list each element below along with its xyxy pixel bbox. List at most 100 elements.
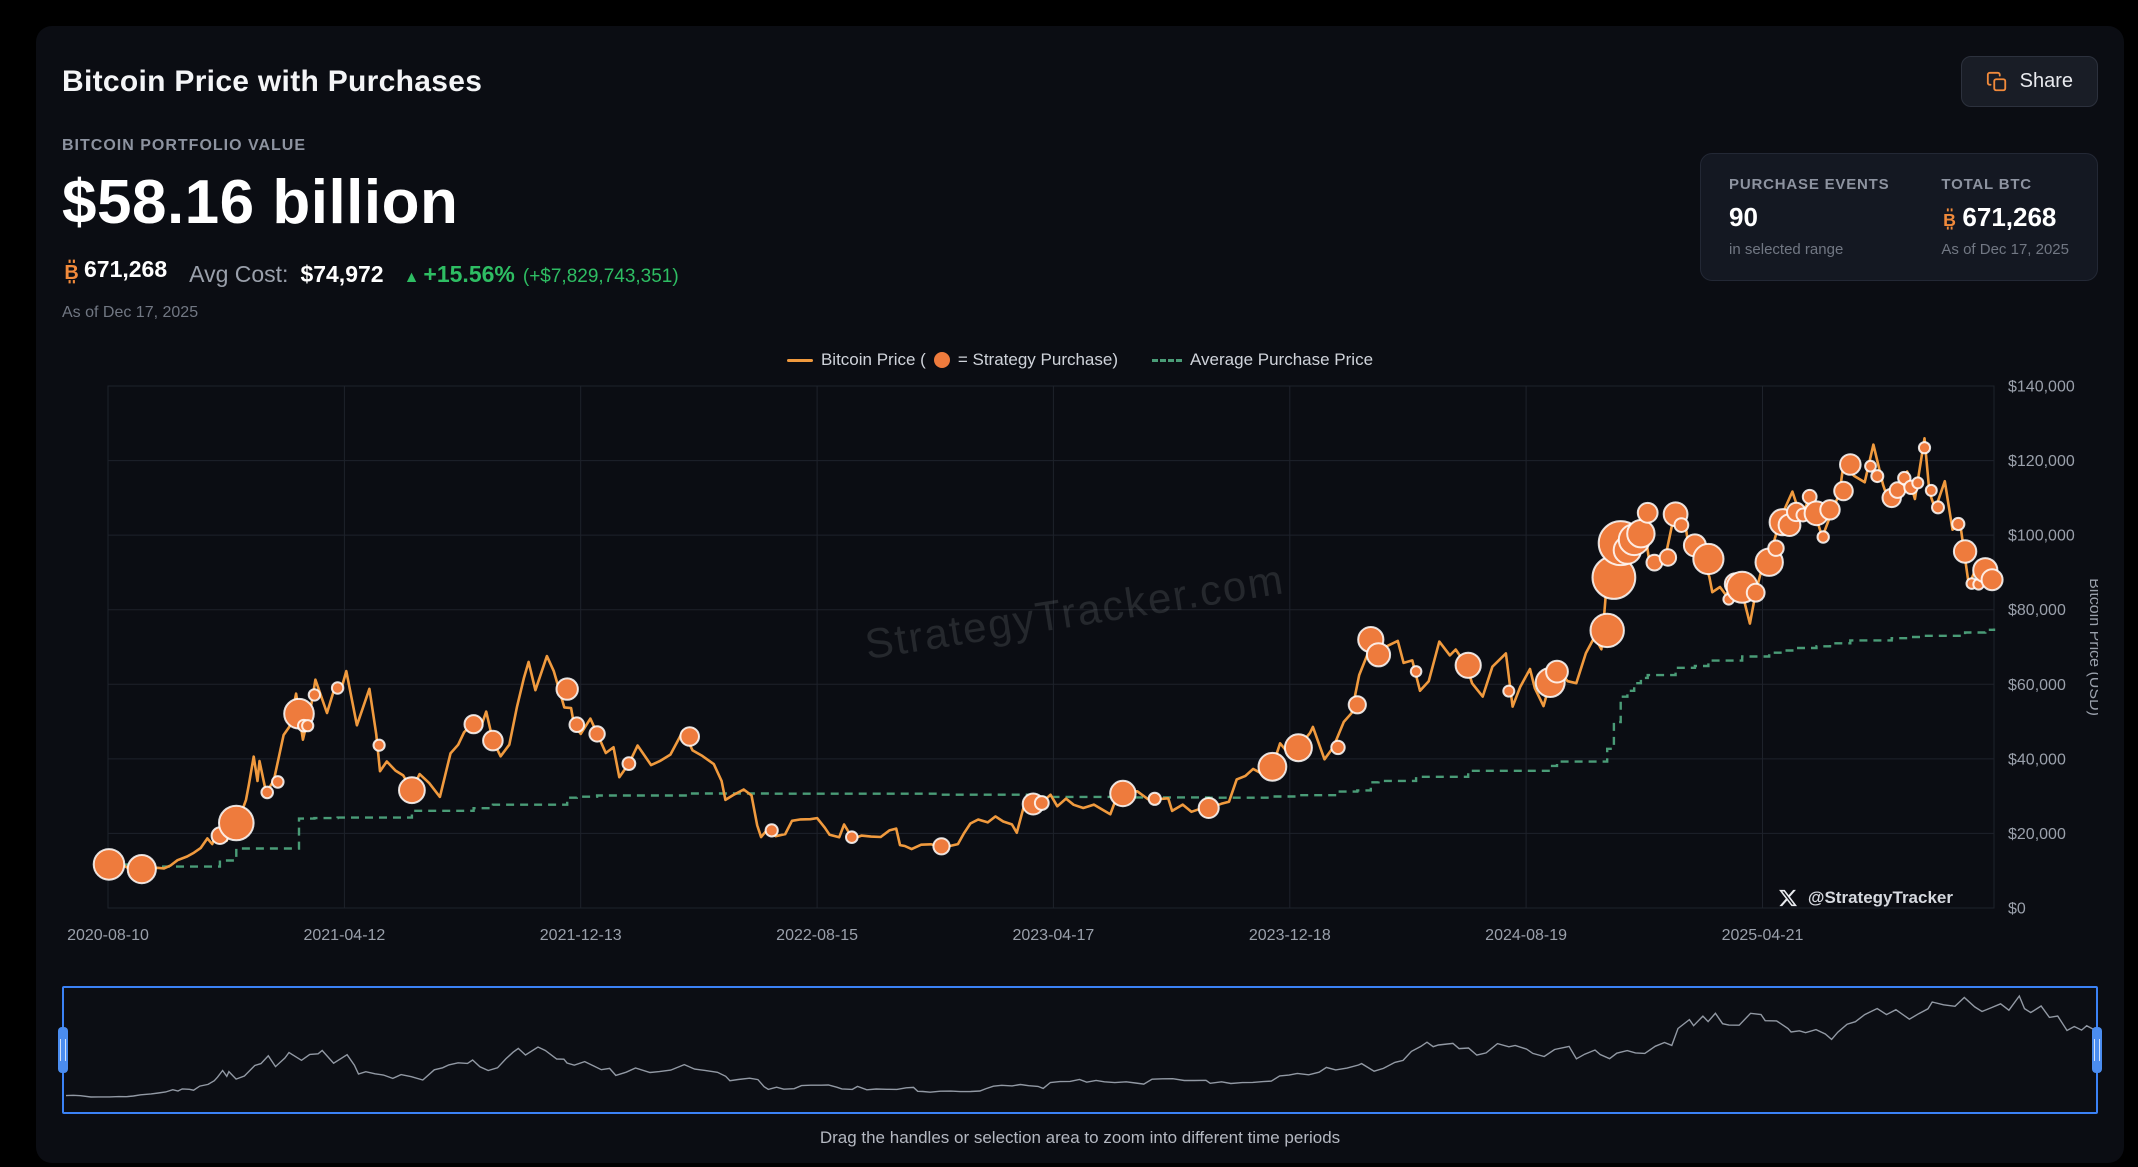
purchase-bubble[interactable] <box>126 854 157 885</box>
copy-icon <box>1986 71 2006 91</box>
change-absolute: (+$7,829,743,351) <box>522 266 679 287</box>
price-line-swatch <box>786 358 813 362</box>
btc-holdings-amount: 671,268 <box>84 256 168 282</box>
legend-bitcoin-price[interactable]: Bitcoin Price ( = Strategy Purchase) <box>786 350 1119 370</box>
purchase-bubble[interactable] <box>92 848 126 881</box>
purchase-bubble[interactable] <box>932 837 951 856</box>
purchase-bubble[interactable] <box>1745 582 1766 603</box>
range-navigator[interactable] <box>58 986 2102 1114</box>
y-axis-tick-label: $80,000 <box>2008 602 2066 619</box>
total-btc-label: TOTAL BTC <box>1941 176 2032 193</box>
x-axis-tick-label: 2021-04-12 <box>303 927 385 944</box>
price-chart-svg[interactable]: $0 $20,000 $40,000 $60,000 $80,000 $100,000 $1… <box>62 376 2098 972</box>
purchase-bubble[interactable] <box>1033 795 1050 811</box>
purchase-bubble[interactable] <box>463 714 484 735</box>
purchase-bubble[interactable] <box>621 756 637 772</box>
purchase-bubble[interactable] <box>1347 695 1367 715</box>
portfolio-value: $58.16 billion <box>62 168 459 237</box>
purchase-bubble[interactable] <box>1545 659 1569 684</box>
page-title: Bitcoin Price with Purchases <box>62 64 483 98</box>
purchase-bubble[interactable] <box>1839 453 1862 476</box>
y-axis-tick-label: $20,000 <box>2008 826 2066 843</box>
x-axis-tick-label: 2021-12-13 <box>540 927 622 944</box>
purchase-bubble[interactable] <box>260 785 274 800</box>
share-button[interactable]: Share <box>1960 56 2098 107</box>
purchase-bubble[interactable] <box>568 716 586 734</box>
legend-price-text-post: = Strategy Purchase) <box>957 350 1119 369</box>
purchase-bubble[interactable] <box>1952 539 1978 564</box>
purchase-bubble[interactable] <box>1257 751 1288 782</box>
legend-price-text-pre: Bitcoin Price ( <box>820 350 926 369</box>
purchase-bubble[interactable] <box>845 830 859 845</box>
change-percent-value: +15.56% <box>423 261 515 287</box>
purchase-bubble[interactable] <box>271 775 285 789</box>
purchase-bubble[interactable] <box>307 688 322 702</box>
share-label: Share <box>2019 70 2073 92</box>
x-axis-tick-label: 2024-08-19 <box>1485 927 1567 944</box>
purchase-bubble[interactable] <box>1917 441 1932 455</box>
as-of-date: As of Dec 17, 2025 <box>62 304 199 321</box>
plot-border <box>107 385 1995 909</box>
x-axis-tick-label: 2023-12-18 <box>1249 927 1331 944</box>
summary-row: BITCOIN PORTFOLIO VALUE $58.16 billion B… <box>62 137 2098 322</box>
avg-cost-label: Avg Cost: <box>189 261 289 287</box>
portfolio-summary: BITCOIN PORTFOLIO VALUE $58.16 billion B… <box>62 137 679 322</box>
purchase-bubble[interactable] <box>1911 476 1925 490</box>
purchase-bubble[interactable] <box>1330 739 1346 756</box>
purchase-bubble[interactable] <box>398 776 426 805</box>
purchase-bubble[interactable] <box>764 823 779 838</box>
purchase-bubble[interactable] <box>1109 779 1137 808</box>
purchase-bubble[interactable] <box>1951 516 1966 532</box>
purchase-bubble[interactable] <box>1626 519 1656 549</box>
legend-avg-text: Average Purchase Price <box>1190 350 1374 369</box>
purchase-bubble[interactable] <box>1197 797 1220 819</box>
purchase-bubble[interactable] <box>1816 530 1830 544</box>
purchase-bubble[interactable] <box>1365 642 1392 668</box>
purchase-bubble[interactable] <box>1980 568 2004 592</box>
purchase-bubble[interactable] <box>555 677 579 701</box>
purchase-bubble[interactable] <box>1864 459 1877 473</box>
purchase-bubble[interactable] <box>1870 469 1885 484</box>
purchase-bubble[interactable] <box>372 738 386 752</box>
purchase-bubble[interactable] <box>1658 548 1678 567</box>
bitcoin-dashboard-card: Bitcoin Price with Purchases Share BITCO… <box>36 26 2124 1163</box>
purchase-bubble[interactable] <box>1819 499 1841 521</box>
purchase-events-sub: in selected range <box>1729 241 1844 258</box>
purchase-bubble[interactable] <box>679 726 701 747</box>
purchase-bubble[interactable] <box>301 719 315 733</box>
purchase-bubble[interactable] <box>1673 517 1690 534</box>
navigator-chart-svg <box>65 994 2095 1098</box>
purchase-bubble[interactable] <box>1409 665 1423 678</box>
purchase-bubble[interactable] <box>330 681 345 695</box>
purchase-bubble[interactable] <box>1147 791 1162 806</box>
purchase-events-stat: PURCHASE EVENTS 90 in selected range <box>1729 176 1889 258</box>
purchase-bubble[interactable] <box>1833 480 1854 502</box>
purchase-bubble[interactable] <box>1589 612 1625 649</box>
purchase-bubble[interactable] <box>1767 539 1785 557</box>
purchase-bubble[interactable] <box>1454 651 1482 679</box>
purchase-bubble[interactable] <box>1502 684 1516 698</box>
purchase-bubble[interactable] <box>588 725 606 743</box>
purchase-bubble[interactable] <box>1636 501 1659 524</box>
y-axis-tick-label: $120,000 <box>2008 453 2075 470</box>
purchase-events-label: PURCHASE EVENTS <box>1729 176 1890 193</box>
attribution: @StrategyTracker <box>1778 888 1953 908</box>
purchase-bubble[interactable] <box>1283 733 1313 763</box>
x-axis-tick-label: 2022-08-15 <box>776 927 858 944</box>
purchase-bubble[interactable] <box>218 804 255 842</box>
navigator-left-handle[interactable] <box>58 1027 68 1073</box>
y-axis-tick-label: $140,000 <box>2008 379 2075 396</box>
portfolio-metrics: B 671,268 Avg Cost: $74,972 ▲ +15.56% (+$… <box>62 256 679 288</box>
purchase-bubble[interactable] <box>1931 500 1945 515</box>
purchase-events-value: 90 <box>1729 202 1758 232</box>
purchase-bubble[interactable] <box>1924 483 1938 497</box>
stats-panel: PURCHASE EVENTS 90 in selected range TOT… <box>1700 153 2098 281</box>
purchase-dot-swatch <box>933 352 950 368</box>
navigator-right-handle[interactable] <box>2092 1027 2102 1073</box>
legend-average-price[interactable]: Average Purchase Price <box>1152 350 1373 370</box>
purchase-bubble[interactable] <box>1692 542 1725 576</box>
x-axis-tick-label: 2025-04-21 <box>1722 927 1804 944</box>
x-axis-tick-label: 2020-08-10 <box>67 927 149 944</box>
btc-symbol-icon: B <box>1944 207 1957 229</box>
purchase-bubble[interactable] <box>482 729 504 752</box>
